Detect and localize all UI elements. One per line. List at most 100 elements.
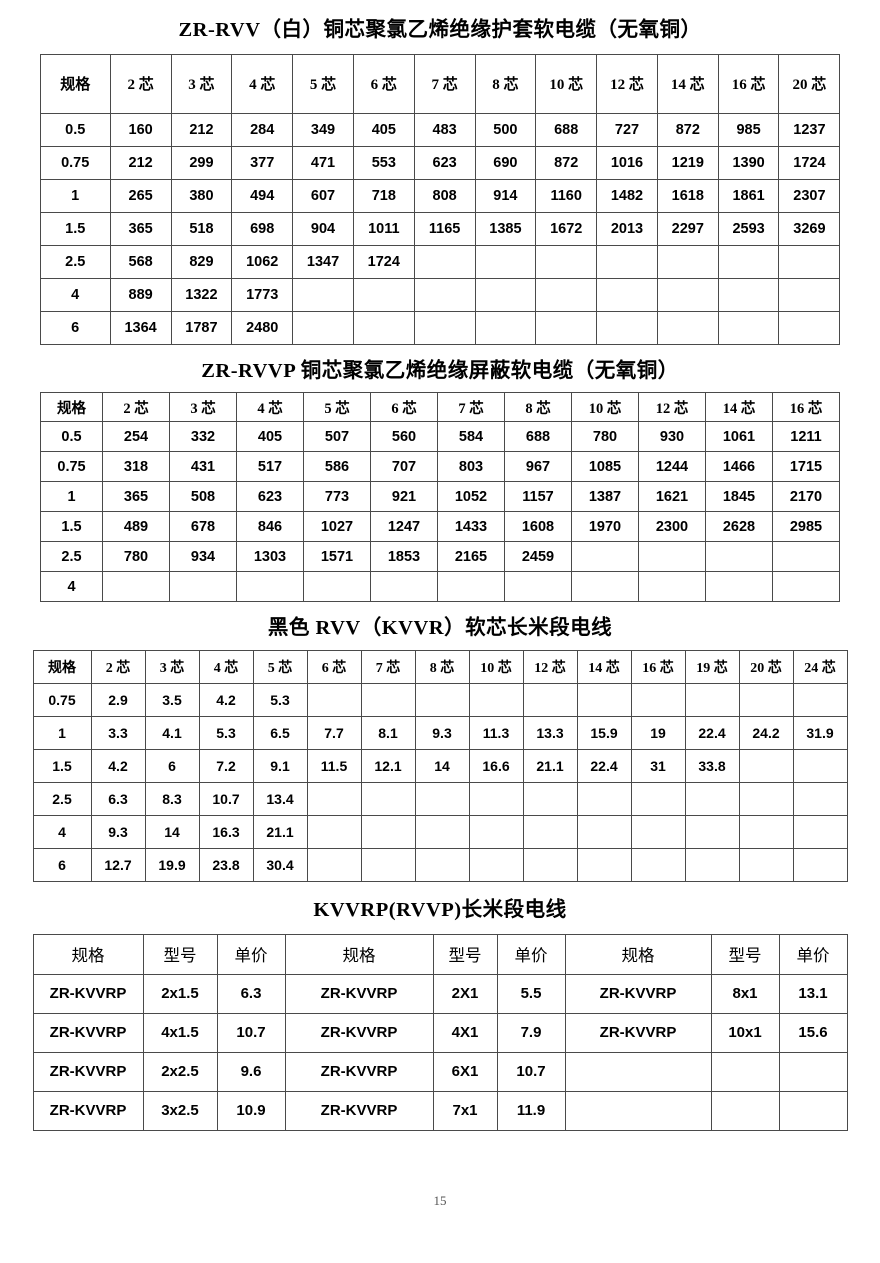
- data-cell: [638, 541, 706, 573]
- data-cell: [717, 244, 780, 279]
- data-cell: 808: [413, 178, 476, 213]
- data-cell: 1390: [717, 145, 780, 180]
- data-cell: 985: [717, 112, 780, 147]
- data-cell: ZR-KVVRP: [564, 1012, 712, 1053]
- data-cell: [576, 847, 632, 882]
- data-cell: [656, 310, 719, 345]
- table-row: 6 12.7 19.9 23.8 30.4: [32, 847, 848, 882]
- data-cell: 773: [303, 481, 371, 513]
- data-cell: ZR-KVVRP: [284, 973, 434, 1014]
- column-header: 5 芯: [252, 649, 308, 684]
- data-cell: 584: [437, 421, 505, 453]
- data-cell: 1618: [656, 178, 719, 213]
- data-cell: 405: [236, 421, 304, 453]
- data-cell: 586: [303, 451, 371, 483]
- data-cell: [778, 244, 841, 279]
- table-row: 0.75 2.9 3.5 4.2 5.3: [32, 682, 848, 717]
- data-cell: [522, 682, 578, 717]
- data-cell: [169, 571, 237, 603]
- data-cell: 7.9: [496, 1012, 566, 1053]
- data-cell: 698: [231, 211, 294, 246]
- data-cell: 688: [504, 421, 572, 453]
- data-cell: 22.4: [576, 748, 632, 783]
- data-cell: 31: [630, 748, 686, 783]
- table-row: 1.5 4.2 6 7.2 9.1 11.5 12.1 14 16.6 21.1 22.4 31 33.…: [32, 748, 848, 783]
- data-cell: ZR-KVVRP: [284, 1051, 434, 1092]
- data-cell: 5.3: [252, 682, 308, 717]
- data-cell: [738, 781, 794, 816]
- table-row: 0.5 160 212 284 349 405 483 500 688 727 872 985 1237: [39, 112, 841, 147]
- data-cell: 1364: [109, 310, 172, 345]
- table-row: ZR-KVVRP 2x1.5 6.3 ZR-KVVRP 2X1 5.5 ZR-KVVRP 8x…: [32, 973, 848, 1014]
- data-cell: 707: [370, 451, 438, 483]
- data-cell: 2459: [504, 541, 572, 573]
- data-cell: 1027: [303, 511, 371, 543]
- column-header: 14 芯: [705, 392, 773, 423]
- data-cell: [717, 310, 780, 345]
- data-cell: [360, 847, 416, 882]
- data-cell: [102, 571, 170, 603]
- data-cell: 24.2: [738, 715, 794, 750]
- data-cell: 254: [102, 421, 170, 453]
- data-cell: [306, 682, 362, 717]
- data-cell: [474, 244, 537, 279]
- data-cell: 678: [169, 511, 237, 543]
- data-cell: [792, 847, 848, 882]
- data-cell: [564, 1051, 712, 1092]
- data-cell: [535, 277, 598, 312]
- data-cell: 1011: [352, 211, 415, 246]
- column-header: 2 芯: [90, 649, 146, 684]
- data-cell: [370, 571, 438, 603]
- table-3-title: 黑色 RVV（KVVR）软芯长米段电线: [267, 617, 613, 640]
- data-cell: [352, 310, 415, 345]
- table-row: ZR-KVVRP 2x2.5 9.6 ZR-KVVRP 6X1 10.7: [32, 1051, 848, 1092]
- data-cell: 1244: [638, 451, 706, 483]
- data-cell: 9.3: [414, 715, 470, 750]
- column-header: 8 芯: [474, 53, 537, 114]
- data-cell: 2593: [717, 211, 780, 246]
- data-cell: 11.3: [468, 715, 524, 750]
- data-cell: 780: [571, 421, 639, 453]
- data-cell: [738, 814, 794, 849]
- data-cell: 1211: [772, 421, 840, 453]
- data-cell: 7x1: [432, 1090, 498, 1131]
- data-cell: 1219: [656, 145, 719, 180]
- data-cell: 607: [292, 178, 354, 213]
- column-header: 型号: [142, 933, 218, 975]
- data-cell: 1322: [170, 277, 233, 312]
- data-cell: 507: [303, 421, 371, 453]
- column-header: 12 芯: [638, 392, 706, 423]
- data-cell: 4.2: [90, 748, 146, 783]
- data-cell: 489: [102, 511, 170, 543]
- column-header: 规格: [32, 933, 144, 975]
- column-header: 14 芯: [656, 53, 719, 114]
- data-cell: [522, 814, 578, 849]
- data-cell: 889: [109, 277, 172, 312]
- table-row: 4 9.3 14 16.3 21.1: [32, 814, 848, 849]
- data-cell: ZR-KVVRP: [284, 1012, 434, 1053]
- row-label-cell: 0.75: [32, 682, 92, 717]
- column-header: 规格: [284, 933, 434, 975]
- data-cell: 14: [414, 748, 470, 783]
- data-cell: [474, 310, 537, 345]
- cable-price-table-kvvrp-rvvp: 规格 型号 单价 规格 型号 单价 规格 型号 单价 ZR-KVVRP 2x1.5 6.3 ZR-KV…: [32, 933, 848, 1131]
- data-cell: 718: [352, 178, 415, 213]
- data-cell: [360, 814, 416, 849]
- column-header: 5 芯: [303, 392, 371, 423]
- table-row: 4 889 1322 1773: [39, 277, 841, 312]
- data-cell: 4X1: [432, 1012, 498, 1053]
- column-header: 4 芯: [231, 53, 294, 114]
- data-cell: 2x2.5: [142, 1051, 218, 1092]
- data-cell: 431: [169, 451, 237, 483]
- row-label-cell: 2.5: [39, 244, 111, 279]
- data-cell: [571, 571, 639, 603]
- row-label-cell: ZR-KVVRP: [32, 1012, 144, 1053]
- data-cell: 623: [236, 481, 304, 513]
- data-cell: 517: [236, 451, 304, 483]
- data-cell: 872: [656, 112, 719, 147]
- data-cell: 11.5: [306, 748, 362, 783]
- data-cell: 568: [109, 244, 172, 279]
- row-label-cell: ZR-KVVRP: [32, 1051, 144, 1092]
- data-cell: 872: [535, 145, 598, 180]
